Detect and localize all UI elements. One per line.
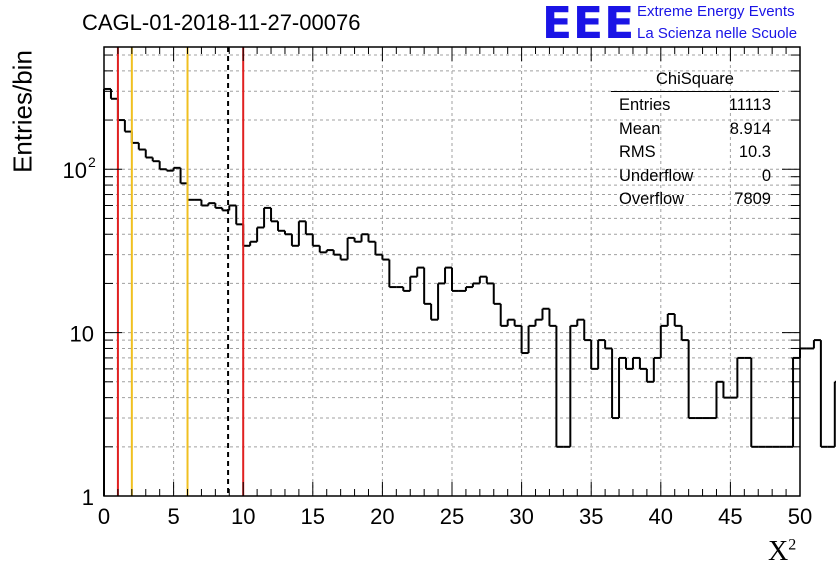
stats-label: Underflow [619, 166, 694, 185]
stats-label: RMS [619, 143, 656, 161]
stats-value: 7809 [734, 190, 771, 208]
organization-subtitle: La Scienza nelle Scuole [637, 25, 798, 42]
stats-label: Entries [619, 96, 671, 114]
x-tick-label: 30 [509, 504, 533, 529]
reference-lines [116, 47, 245, 496]
stats-row-entries: Entries 11113 [611, 94, 779, 118]
stats-value: 10.3 [738, 143, 771, 161]
stats-value: 11113 [728, 96, 771, 114]
x-axis-label-base: X [768, 536, 789, 567]
x-tick-label: 25 [440, 504, 464, 529]
x-tick-label: 50 [788, 504, 812, 529]
chart-title: CAGL-01-2018-11-27-00076 [82, 10, 361, 35]
x-tick-label: 5 [167, 504, 179, 529]
x-tick-label: 15 [301, 504, 325, 529]
stats-label: Mean [619, 119, 661, 138]
x-tick-label: 0 [98, 504, 110, 529]
stats-value: 8.914 [729, 119, 771, 138]
y-tick-label-exponent: 2 [88, 154, 96, 170]
stats-row-underflow: Underflow 0 [611, 165, 779, 189]
organization-name: Extreme Energy Events [637, 3, 795, 20]
x-tick-label: 35 [579, 504, 603, 529]
stats-value: 0 [761, 166, 771, 185]
x-tick-label: 40 [649, 504, 673, 529]
x-axis-label-superscript: 2 [788, 536, 797, 554]
y-tick-label: 1 [82, 485, 94, 510]
x-tick-label: 45 [718, 504, 742, 529]
histogram-bars [103, 87, 836, 496]
grid-lines [104, 47, 800, 496]
y-tick-label: 10 [63, 158, 87, 183]
stats-row-mean: Mean 8.914 [611, 118, 779, 142]
stats-row-overflow: Overflow 7809 [611, 188, 779, 212]
x-tick-label: 10 [231, 504, 255, 529]
x-tick-label: 20 [370, 504, 394, 529]
eee-logo: EEE [542, 0, 636, 49]
stats-label: Overflow [619, 190, 685, 208]
y-tick-label: 10 [70, 322, 94, 347]
axis-ticks [103, 47, 801, 497]
stats-row-rms: RMS 10.3 [611, 141, 779, 165]
x-axis-label: X2 [768, 536, 796, 568]
stats-title: ChiSquare [611, 68, 779, 92]
y-axis-label: Entries/bin [7, 50, 38, 173]
stats-box: ChiSquare Entries 11113 Mean 8.914 RMS 10.3… [611, 68, 779, 212]
